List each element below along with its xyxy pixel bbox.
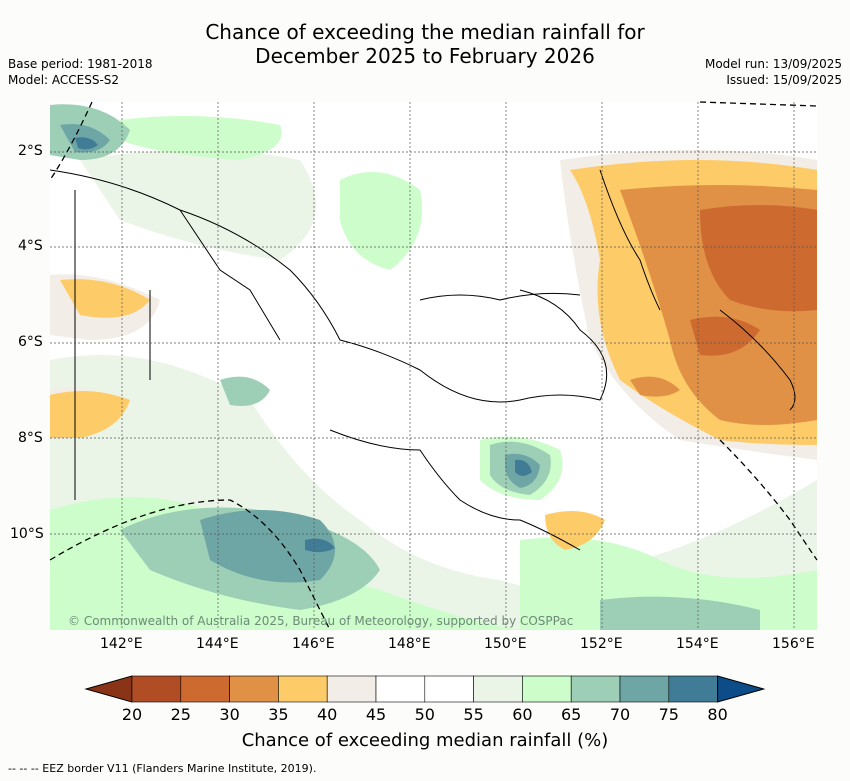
coastlines [49,169,796,551]
lon-label-144e: 144°E [196,636,239,652]
lat-label-8s: 8°S [18,430,43,446]
lat-label-10s: 10°S [10,526,44,542]
lon-label-146e: 146°E [292,636,335,652]
model-name: Model: ACCESS-S2 [8,73,120,87]
colorbar-tick-label: 55 [463,705,484,724]
probability-shading [50,104,817,630]
colorbar-tick-label: 60 [512,705,533,724]
lon-label-154e: 154°E [676,636,719,652]
eez-borders [49,101,818,631]
colorbar-tick-label: 30 [219,705,240,724]
lon-label-156e: 156°E [772,636,815,652]
graticule [50,102,817,630]
colorbar-tick-label: 75 [658,705,679,724]
lon-label-142e: 142°E [100,636,143,652]
title-line-2: December 2025 to February 2026 [255,44,595,68]
colorbar-tick-label: 70 [609,705,631,724]
colorbar-tick-label: 45 [365,705,387,724]
colorbar-tick-label: 80 [707,705,728,724]
colorbar-bin-upper-extend [717,675,766,703]
chart-title: Chance of exceeding the median rainfall … [0,20,850,68]
colorbar-tick-label: 40 [317,705,338,724]
colorbar-bin-20-25 [131,675,182,703]
issued-date: Issued: 15/09/2025 [726,73,842,87]
colorbar-bin-40-45 [326,675,377,703]
metadata-left: Base period: 1981-2018 Model: ACCESS-S2 [8,56,153,88]
colorbar [84,675,766,703]
colorbar-tick-label: 65 [561,705,582,724]
rainfall-map [49,101,818,631]
colorbar-bin-55-60 [473,675,523,703]
lat-label-2s: 2°S [18,143,43,159]
eez-legend: -- -- -- EEZ border V11 (Flanders Marine… [8,762,317,775]
colorbar-tick-label: 50 [414,705,435,724]
colorbar-bin-lower-extend [84,675,133,703]
colorbar-bin-70-75 [619,675,670,703]
colorbar-title: Chance of exceeding median rainfall (%) [241,730,609,751]
colorbar-bin-65-70 [570,675,621,703]
lon-label-148e: 148°E [388,636,431,652]
colorbar-bin-35-40 [278,675,328,703]
lon-label-150e: 150°E [484,636,527,652]
model-run: Model run: 13/09/2025 [704,57,842,71]
colorbar-tick-label: 20 [121,705,143,724]
metadata-right: Model run: 13/09/2025 Issued: 15/09/2025 [705,56,842,88]
lat-label-4s: 4°S [18,238,43,254]
colorbar-bin-60-65 [522,675,572,703]
colorbar-bin-30-35 [229,675,279,703]
lat-label-6s: 6°S [18,334,43,350]
base-period: Base period: 1981-2018 [8,57,153,71]
colorbar-bin-25-30 [180,675,230,703]
lon-label-152e: 152°E [580,636,623,652]
copyright-text: © Commonwealth of Australia 2025, Bureau… [68,614,574,628]
title-line-1: Chance of exceeding the median rainfall … [205,20,645,44]
colorbar-bin-50-55 [424,675,474,703]
colorbar-bin-45-50 [375,675,426,703]
colorbar-tick-label: 35 [268,705,289,724]
colorbar-bin-75-80 [668,675,718,703]
colorbar-tick-label: 25 [170,705,191,724]
